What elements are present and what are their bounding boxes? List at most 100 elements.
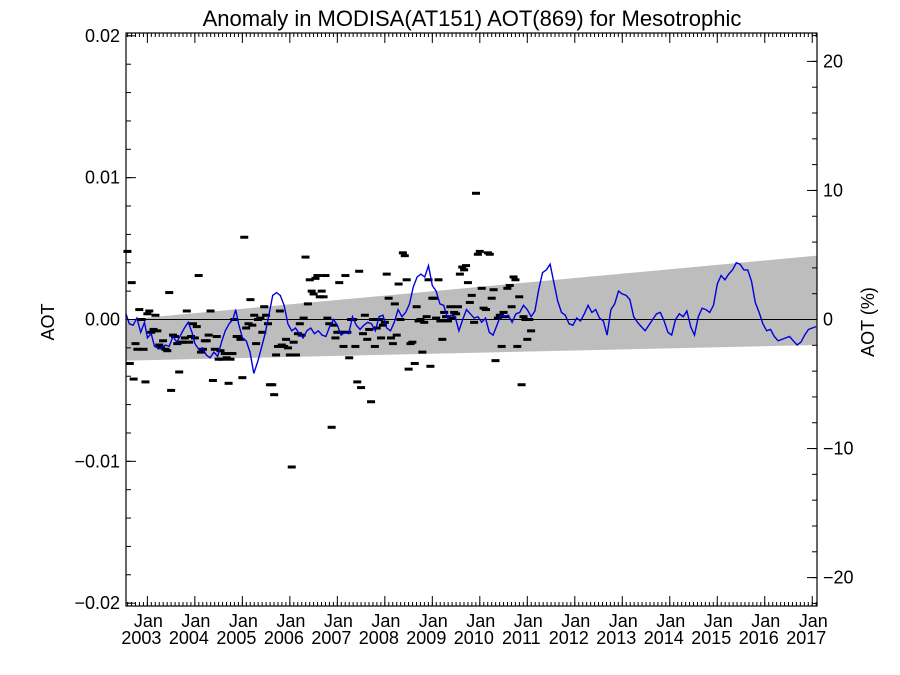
anomaly-point bbox=[365, 327, 374, 331]
y-tick-label-right: 20 bbox=[823, 51, 843, 71]
anomaly-point bbox=[477, 286, 486, 290]
anomaly-point bbox=[331, 336, 340, 340]
anomaly-point bbox=[260, 305, 269, 309]
anomaly-point bbox=[420, 320, 429, 324]
anomaly-point bbox=[210, 347, 219, 351]
x-tick-year-label: 2015 bbox=[691, 628, 731, 648]
anomaly-point bbox=[446, 305, 455, 309]
anomaly-point bbox=[416, 318, 425, 321]
anomaly-point bbox=[190, 336, 199, 340]
x-tick-year-label: 2008 bbox=[359, 628, 399, 648]
anomaly-point bbox=[185, 340, 194, 344]
anomaly-point bbox=[202, 339, 211, 343]
anomaly-point bbox=[240, 235, 249, 239]
x-tick-month-label: Jan bbox=[609, 611, 638, 631]
anomaly-point bbox=[443, 319, 452, 323]
y-axis-label-left: AOT bbox=[38, 303, 58, 340]
x-tick-month-label: Jan bbox=[276, 611, 305, 631]
anomaly-point bbox=[509, 275, 518, 279]
anomaly-point bbox=[360, 313, 369, 317]
anomaly-point bbox=[426, 364, 435, 368]
anomaly-point bbox=[475, 249, 484, 253]
anomaly-point bbox=[341, 274, 350, 278]
anomaly-point bbox=[238, 376, 247, 380]
anomaly-point bbox=[141, 380, 150, 384]
anomaly-point bbox=[400, 254, 409, 258]
anomaly-point bbox=[197, 350, 206, 354]
anomaly-point bbox=[303, 302, 312, 306]
y-axis-label-right: AOT (%) bbox=[858, 287, 878, 357]
anomaly-point bbox=[493, 316, 502, 320]
x-tick-month-label: Jan bbox=[751, 611, 780, 631]
anomaly-point bbox=[192, 325, 201, 329]
anomaly-point bbox=[489, 288, 498, 292]
anomaly-point bbox=[262, 313, 271, 317]
anomaly-point bbox=[382, 272, 391, 276]
anomaly-point bbox=[375, 318, 384, 321]
anomaly-point bbox=[297, 333, 306, 337]
anomaly-point bbox=[180, 336, 189, 340]
x-tick-year-label: 2006 bbox=[264, 628, 304, 648]
anomaly-point bbox=[248, 323, 257, 327]
anomaly-point bbox=[218, 357, 227, 361]
anomaly-point bbox=[224, 381, 233, 385]
anomaly-point bbox=[511, 278, 520, 282]
anomaly-point bbox=[220, 352, 229, 356]
anomaly-point bbox=[462, 264, 471, 268]
x-tick-year-label: 2009 bbox=[406, 628, 446, 648]
y-tick-label-right: −10 bbox=[823, 439, 854, 459]
anomaly-point bbox=[527, 329, 536, 333]
anomaly-point bbox=[175, 370, 184, 374]
anomaly-point bbox=[159, 339, 168, 343]
anomaly-point bbox=[404, 367, 413, 371]
anomaly-point bbox=[131, 342, 140, 346]
anomaly-point bbox=[394, 282, 403, 286]
anomaly-point bbox=[472, 191, 481, 195]
anomaly-point bbox=[470, 320, 479, 324]
plot-area: −0.02−0.010.000.010.02−20−1001020Jan2003… bbox=[74, 26, 853, 648]
anomaly-point bbox=[513, 344, 522, 348]
anomaly-point bbox=[473, 252, 482, 256]
anomaly-point bbox=[323, 316, 332, 320]
anomaly-point bbox=[236, 337, 245, 341]
x-tick-year-label: 2013 bbox=[596, 628, 636, 648]
anomaly-point bbox=[311, 276, 320, 280]
anomaly-point bbox=[388, 342, 397, 346]
anomaly-point bbox=[319, 295, 328, 299]
anomaly-point bbox=[127, 281, 136, 285]
anomaly-point bbox=[438, 337, 447, 341]
anomaly-point bbox=[499, 310, 508, 314]
anomaly-point bbox=[246, 298, 255, 302]
x-tick-year-label: 2012 bbox=[549, 628, 589, 648]
anomaly-point bbox=[392, 333, 401, 337]
anomaly-point bbox=[507, 305, 516, 309]
anomaly-point bbox=[448, 316, 457, 320]
anomaly-point bbox=[321, 274, 330, 278]
anomaly-point bbox=[452, 312, 461, 316]
anomaly-point bbox=[412, 305, 421, 309]
y-tick-label-left: 0.00 bbox=[85, 310, 120, 330]
anomaly-point bbox=[353, 380, 362, 384]
anomaly-point bbox=[287, 465, 296, 469]
anomaly-point bbox=[430, 296, 439, 300]
anomaly-point bbox=[378, 323, 387, 327]
anomaly-point bbox=[263, 322, 272, 326]
anomaly-point bbox=[272, 353, 281, 357]
anomaly-point bbox=[275, 309, 284, 313]
anomaly-point bbox=[226, 357, 235, 361]
x-tick-year-label: 2007 bbox=[311, 628, 351, 648]
anomaly-point bbox=[292, 353, 301, 357]
anomaly-point bbox=[133, 347, 142, 351]
anomaly-point bbox=[503, 286, 512, 290]
anomaly-point bbox=[355, 269, 364, 273]
y-tick-label-left: −0.01 bbox=[74, 451, 120, 471]
x-tick-month-label: Jan bbox=[704, 611, 733, 631]
y-tick-label-right: 10 bbox=[823, 180, 843, 200]
anomaly-point bbox=[384, 296, 393, 300]
x-tick-month-label: Jan bbox=[181, 611, 210, 631]
x-tick-month-label: Jan bbox=[514, 611, 543, 631]
anomaly-point bbox=[442, 315, 451, 319]
anomaly-point bbox=[289, 340, 298, 344]
